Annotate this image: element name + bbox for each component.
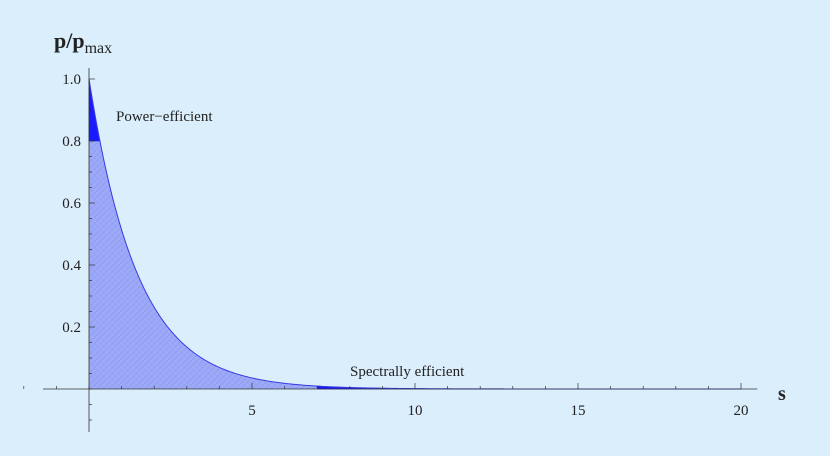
x-tick-label: 15 — [571, 403, 586, 419]
y-tick-label: 1.0 — [62, 72, 81, 88]
y-tick-label: 0.6 — [62, 196, 81, 212]
y-tick-label: 0.4 — [62, 258, 81, 274]
area-fill — [89, 79, 741, 389]
x-tick-label: 10 — [408, 403, 423, 419]
y-axis-title-main: p/p — [54, 28, 85, 53]
y-tick-label: 0.8 — [62, 134, 81, 150]
x-tick-label: 5 — [248, 403, 256, 419]
annotation-power-efficient: Power−efficient — [116, 109, 213, 125]
y-axis-title: p/pmax — [54, 28, 112, 57]
y-axis-title-subscript: max — [85, 40, 113, 57]
curve-line — [88, 78, 741, 390]
y-tick-label: 0.2 — [62, 320, 81, 336]
x-axis-title: s — [778, 383, 786, 405]
annotation-spectrally-efficient: Spectrally efficient — [350, 364, 465, 380]
x-tick-label: 20 — [734, 403, 749, 419]
